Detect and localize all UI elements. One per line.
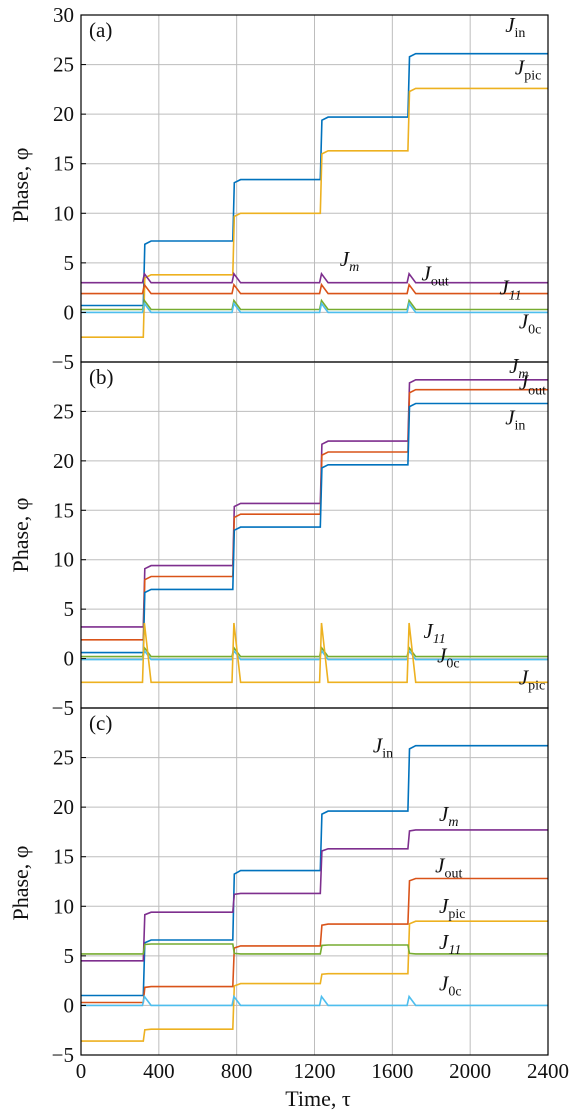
series-label-j-0c-c: J0c — [439, 972, 462, 1000]
y-tick-label-c-2: 5 — [64, 944, 75, 968]
series-label-j-out-c: Jout — [435, 854, 462, 882]
series-line-j-in-a — [81, 52, 548, 307]
y-tick-label-b-2: 5 — [64, 597, 75, 621]
y-tick-label-c-3: 10 — [53, 894, 74, 918]
y-tick-label-c-4: 15 — [53, 845, 74, 869]
series-line-j-in-b — [81, 402, 548, 654]
series-label-j-pic-a: Jpic — [515, 55, 541, 83]
series-line-j-pic-a — [81, 87, 548, 338]
x-tick-label-1: 400 — [143, 1059, 175, 1083]
x-axis-title: Time, τ — [285, 1086, 351, 1111]
series-label-j-m-b: Jm — [509, 354, 528, 382]
y-tick-label-a-5: 20 — [53, 102, 74, 126]
x-tick-label-5: 2000 — [449, 1059, 491, 1083]
y-tick-label-a-0: −5 — [52, 350, 74, 374]
series-label-j-out-a: Jout — [422, 262, 449, 290]
series-line-j-pic-c — [81, 920, 548, 1042]
series-label-j-in-a: Jin — [505, 13, 525, 41]
x-tick-label-6: 2400 — [527, 1059, 569, 1083]
series-line-j-m-c — [81, 829, 548, 962]
series-line-j-0c-c — [81, 994, 548, 1007]
series-line-j-pic-b — [81, 622, 548, 684]
y-tick-label-c-0: −5 — [52, 1043, 74, 1067]
panel-label-c: (c) — [89, 711, 112, 735]
x-tick-label-0: 0 — [76, 1059, 87, 1083]
x-tick-label-3: 1200 — [294, 1059, 336, 1083]
y-tick-label-b-3: 10 — [53, 548, 74, 572]
series-label-j-0c-a: J0c — [519, 309, 542, 337]
series-label-j-0c-b: J0c — [437, 644, 460, 672]
y-tick-label-c-1: 0 — [64, 993, 75, 1017]
y-tick-label-b-1: 0 — [64, 647, 75, 671]
series-line-j-m-a — [81, 271, 548, 284]
y-tick-label-a-4: 15 — [53, 152, 74, 176]
series-label-j-pic-b: Jpic — [519, 665, 545, 693]
axes-frame-c — [80, 707, 549, 1056]
series-line-j-in-c — [81, 744, 548, 997]
series-line-j-0c-a — [81, 301, 548, 314]
y-axis-title-c: Phase, φ — [8, 845, 33, 920]
series-label-j-out-b: Jout — [519, 371, 546, 399]
y-tick-label-a-1: 0 — [64, 300, 75, 324]
series-label-j-11-c: J11 — [439, 930, 461, 958]
series-label-j-m-c: Jm — [439, 802, 458, 830]
series-label-j-11-a: J11 — [499, 276, 521, 304]
y-axis-title-a: Phase, φ — [8, 147, 33, 222]
y-tick-label-a-2: 5 — [64, 251, 75, 275]
y-tick-label-b-0: −5 — [52, 696, 74, 720]
y-tick-label-a-6: 25 — [53, 53, 74, 77]
series-label-j-in-b: Jin — [505, 405, 525, 433]
series-line-j-out-a — [81, 282, 548, 295]
y-tick-label-c-5: 20 — [53, 795, 74, 819]
y-tick-label-c-6: 25 — [53, 746, 74, 770]
x-tick-label-2: 800 — [221, 1059, 253, 1083]
x-tick-label-4: 1600 — [371, 1059, 413, 1083]
series-line-j-out-b — [81, 388, 548, 641]
series-label-j-11-b: J11 — [423, 619, 445, 647]
series-label-j-m-a: Jm — [340, 247, 359, 275]
y-tick-label-b-4: 15 — [53, 498, 74, 522]
y-axis-title-b: Phase, φ — [8, 497, 33, 572]
series-line-j-11-c — [81, 943, 548, 955]
series-label-j-in-c: Jin — [373, 734, 393, 762]
series-label-j-pic-c: Jpic — [439, 894, 465, 922]
y-tick-label-b-6: 25 — [53, 399, 74, 423]
panel-label-b: (b) — [89, 365, 114, 389]
panel-label-a: (a) — [89, 18, 112, 42]
y-tick-label-b-5: 20 — [53, 449, 74, 473]
series-line-j-out-c — [81, 877, 548, 1004]
panel-a: −5 0 5 10 15 20 25 30 (a) Jin Jpic Jm Jout J11 J0c — [52, 3, 549, 374]
y-tick-label-a-7: 30 — [53, 3, 74, 27]
y-tick-label-a-3: 10 — [53, 201, 74, 225]
